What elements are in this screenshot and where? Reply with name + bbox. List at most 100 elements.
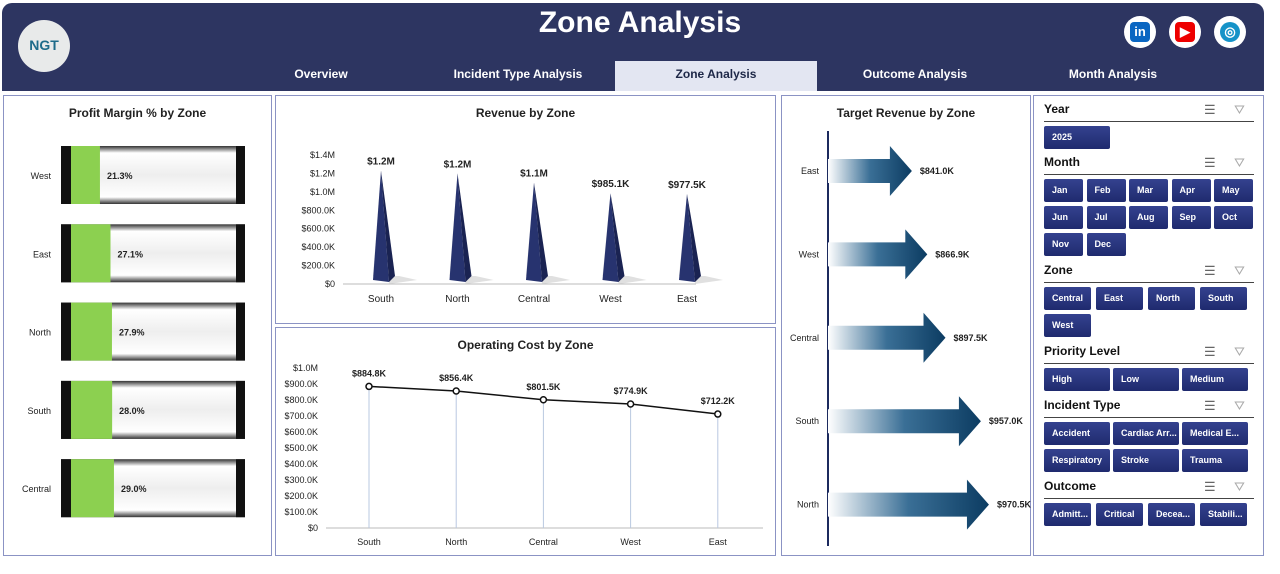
y-tick-label: $500.0K bbox=[284, 443, 318, 453]
slicer-item[interactable]: Nov bbox=[1044, 233, 1083, 256]
multi-select-icon[interactable]: ☰ bbox=[1204, 155, 1216, 170]
tab-overview[interactable]: Overview bbox=[294, 67, 348, 81]
slicer-item[interactable]: High bbox=[1044, 368, 1110, 391]
page-title: Zone Analysis bbox=[538, 6, 742, 39]
operating-cost-chart: $0 $100.0K $200.0K $300.0K $400.0K $500.0K $60… bbox=[284, 363, 763, 547]
data-label: $1.2M bbox=[367, 157, 395, 168]
multi-select-icon[interactable]: ☰ bbox=[1204, 102, 1216, 117]
slicer-item[interactable]: Dec bbox=[1086, 233, 1126, 256]
slicer-item[interactable]: Sep bbox=[1171, 206, 1211, 229]
slicer-item[interactable]: Accident bbox=[1044, 422, 1110, 445]
tab-incident-type-analysis[interactable]: Incident Type Analysis bbox=[453, 67, 583, 81]
profit-margin-panel: Profit Margin % by Zone West 21.3% East 27.… bbox=[3, 95, 272, 556]
slicer-item[interactable]: Central bbox=[1044, 287, 1091, 310]
category-label: South bbox=[357, 537, 381, 547]
slicer-item[interactable]: Cardiac Arr... bbox=[1113, 422, 1179, 445]
slicer-panel: Year ☰ ⛛ 2025 Month ☰ ⛛ Jan Feb Mar Apr May Jun Jul Au… bbox=[1033, 95, 1264, 556]
clear-filter-icon[interactable]: ⛛ bbox=[1234, 479, 1245, 494]
data-label: $712.2K bbox=[701, 396, 736, 406]
clear-filter-icon[interactable]: ⛛ bbox=[1234, 102, 1245, 117]
data-label: $977.5K bbox=[668, 180, 707, 191]
slicer-item[interactable]: East bbox=[1096, 287, 1143, 310]
bar-central bbox=[71, 459, 114, 518]
multi-select-icon[interactable]: ☰ bbox=[1204, 344, 1216, 359]
multi-select-icon[interactable]: ☰ bbox=[1204, 263, 1216, 278]
clear-filter-icon[interactable]: ⛛ bbox=[1234, 263, 1245, 278]
slicer-item[interactable]: Decea... bbox=[1148, 503, 1195, 526]
category-label: South bbox=[795, 416, 819, 426]
slicer-item[interactable]: Medical E... bbox=[1182, 422, 1248, 445]
data-label: $1.2M bbox=[444, 159, 472, 170]
y-tick-label: $0 bbox=[308, 523, 318, 533]
data-point bbox=[539, 396, 548, 404]
slicer-item[interactable]: Respiratory bbox=[1044, 449, 1110, 472]
category-label: Central bbox=[518, 294, 550, 305]
bar-cap bbox=[236, 380, 245, 439]
operating-cost-panel: Operating Cost by Zone $0 $100.0K $200.0K $… bbox=[275, 327, 776, 556]
category-label: West bbox=[799, 249, 820, 259]
category-label: North bbox=[445, 294, 469, 305]
multi-select-icon[interactable]: ☰ bbox=[1204, 398, 1216, 413]
category-label: Central bbox=[529, 537, 558, 547]
slicer-item[interactable]: 2025 bbox=[1044, 126, 1110, 149]
data-label: $957.0K bbox=[989, 416, 1024, 426]
chart-title: Profit Margin % by Zone bbox=[68, 106, 207, 120]
chart-title: Operating Cost by Zone bbox=[457, 338, 594, 352]
bar-cap bbox=[61, 459, 71, 518]
profit-margin-chart: West 21.3% East 27.1% North 27.9% South 28.0% Ce… bbox=[22, 146, 245, 518]
slicer-item[interactable]: Mar bbox=[1129, 179, 1168, 202]
slicer-item[interactable]: North bbox=[1148, 287, 1195, 310]
pyramid-side bbox=[610, 193, 625, 282]
data-label: 27.9% bbox=[119, 328, 145, 338]
y-tick-label: $1.0M bbox=[310, 187, 335, 197]
linkedin-icon[interactable]: in bbox=[1124, 16, 1156, 48]
bar-cap bbox=[61, 302, 71, 361]
slicer-title: Year bbox=[1044, 102, 1070, 116]
clear-filter-icon[interactable]: ⛛ bbox=[1234, 398, 1245, 413]
slicer-item[interactable]: Jan bbox=[1044, 179, 1083, 202]
slicer-item[interactable]: Apr bbox=[1171, 179, 1211, 202]
slicer-item[interactable]: Jul bbox=[1086, 206, 1126, 229]
tab-zone-analysis[interactable]: Zone Analysis bbox=[615, 61, 817, 91]
data-label: $970.5K bbox=[997, 500, 1032, 510]
slicer-item[interactable]: Critical bbox=[1096, 503, 1143, 526]
clear-filter-icon[interactable]: ⛛ bbox=[1234, 155, 1245, 170]
slicer-item[interactable]: Admitt... bbox=[1044, 503, 1091, 526]
slicer-item[interactable]: Aug bbox=[1129, 206, 1168, 229]
youtube-icon[interactable]: ▶ bbox=[1169, 16, 1201, 48]
divider bbox=[1044, 363, 1254, 364]
clear-filter-icon[interactable]: ⛛ bbox=[1234, 344, 1245, 359]
slicer-item[interactable]: West bbox=[1044, 314, 1091, 337]
slicer-item[interactable]: Medium bbox=[1182, 368, 1248, 391]
y-tick-label: $200.0K bbox=[301, 261, 335, 271]
data-point bbox=[714, 410, 722, 418]
slicer-item[interactable]: Oct bbox=[1214, 206, 1253, 229]
slicer-item[interactable]: Jun bbox=[1044, 206, 1083, 229]
globe-icon[interactable]: ◎ bbox=[1214, 16, 1246, 48]
bar-south bbox=[71, 380, 113, 439]
slicer-item[interactable]: Stroke bbox=[1113, 449, 1179, 472]
chart-title: Target Revenue by Zone bbox=[836, 106, 976, 120]
category-label: West bbox=[31, 171, 52, 181]
data-label: $897.5K bbox=[954, 333, 989, 343]
tab-month-analysis[interactable]: Month Analysis bbox=[1068, 67, 1158, 81]
divider bbox=[1044, 121, 1254, 122]
logo: NGT bbox=[18, 20, 70, 72]
divider bbox=[1044, 498, 1254, 499]
slicer-item[interactable]: Trauma bbox=[1182, 449, 1248, 472]
target-revenue-chart: East $841.0K West $866.9K Central $897.5K Sout… bbox=[790, 131, 1032, 546]
slicer-item[interactable]: Feb bbox=[1086, 179, 1126, 202]
slicer-item[interactable]: May bbox=[1214, 179, 1253, 202]
pyramid-east bbox=[679, 193, 695, 282]
y-tick-label: $600.0K bbox=[301, 224, 335, 234]
y-tick-label: $400.0K bbox=[284, 459, 318, 469]
slicer-item[interactable]: Stabili... bbox=[1200, 503, 1247, 526]
category-label: East bbox=[677, 294, 697, 305]
slicer-item[interactable]: South bbox=[1200, 287, 1247, 310]
data-label: $866.9K bbox=[935, 249, 970, 259]
slicer-item[interactable]: Low bbox=[1113, 368, 1179, 391]
data-label: 27.1% bbox=[117, 249, 143, 259]
tab-outcome-analysis[interactable]: Outcome Analysis bbox=[862, 67, 968, 81]
multi-select-icon[interactable]: ☰ bbox=[1204, 479, 1216, 494]
arrow-central bbox=[828, 312, 946, 363]
